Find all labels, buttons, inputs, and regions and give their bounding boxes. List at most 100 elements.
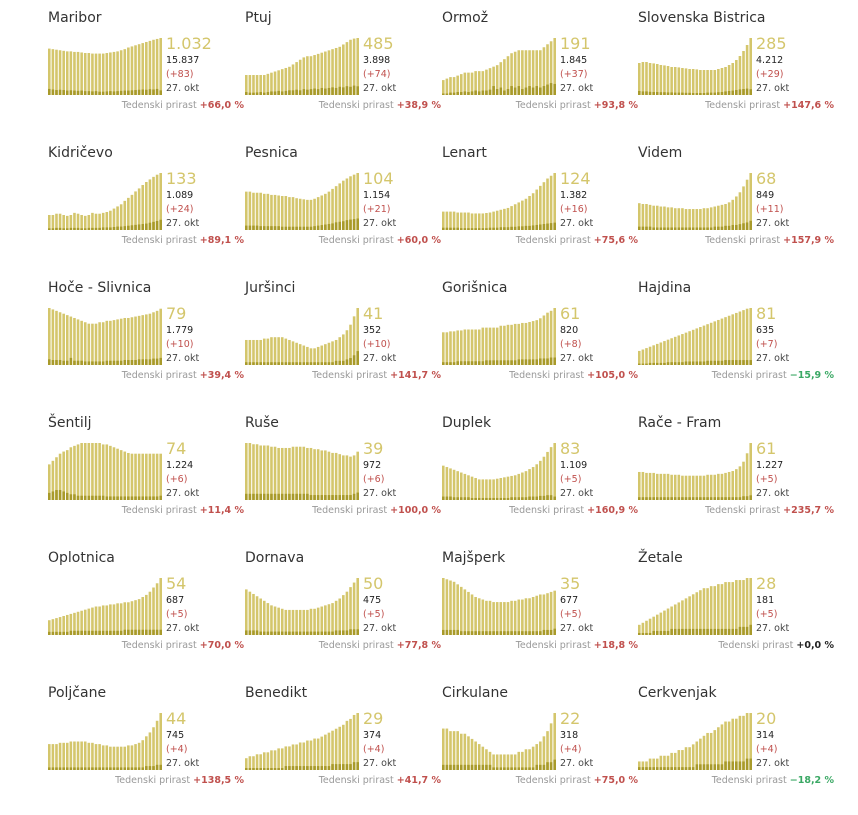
bar — [277, 607, 280, 635]
bar — [663, 65, 666, 95]
bar — [302, 345, 306, 365]
bar — [655, 614, 659, 635]
bar-daily — [727, 91, 731, 95]
bar — [731, 582, 735, 635]
bar — [98, 443, 101, 500]
bar — [695, 475, 699, 500]
bar-daily — [745, 758, 749, 770]
bar-daily — [442, 764, 445, 770]
bar — [702, 475, 706, 500]
total-cases: 1.779 — [166, 325, 194, 336]
bar-daily — [666, 497, 670, 500]
date-label: 27. okt — [166, 218, 200, 229]
bar — [98, 744, 101, 770]
daily-delta: (+74) — [363, 69, 391, 80]
bar-daily — [334, 222, 338, 230]
bar-daily — [245, 768, 248, 770]
bar-daily — [313, 631, 316, 635]
bar — [345, 42, 349, 95]
bar-daily — [91, 630, 94, 635]
bar — [724, 582, 727, 635]
bar — [517, 202, 521, 230]
bar — [677, 208, 681, 230]
bar — [531, 50, 535, 95]
bar — [742, 51, 745, 95]
bar-daily — [463, 361, 467, 365]
bar — [652, 758, 655, 770]
bar — [273, 606, 277, 635]
bar — [539, 460, 542, 500]
bar — [273, 337, 277, 365]
bar-daily — [141, 89, 145, 95]
bar-daily — [255, 630, 259, 635]
bar-daily — [280, 362, 284, 365]
bar — [288, 746, 291, 770]
bar — [717, 727, 720, 770]
bar-daily — [542, 358, 546, 365]
bar-daily — [119, 496, 123, 500]
bar-daily — [470, 228, 474, 230]
bar-daily — [688, 767, 691, 770]
bar — [717, 473, 720, 500]
bar-daily — [688, 628, 691, 635]
bar — [291, 341, 295, 365]
bar-daily — [302, 766, 306, 770]
bar-daily — [488, 360, 492, 365]
bar-daily — [495, 767, 499, 770]
daily-delta: (+5) — [560, 609, 582, 620]
bar-daily — [521, 226, 524, 230]
bar-daily — [528, 359, 531, 365]
bar-daily — [342, 360, 345, 365]
bar — [442, 728, 445, 770]
bar — [503, 325, 506, 365]
bar-daily — [48, 767, 51, 770]
bar — [720, 584, 724, 635]
bar-daily — [105, 360, 109, 365]
bar-daily — [331, 87, 334, 95]
bar — [727, 471, 731, 500]
date-label: 27. okt — [560, 758, 594, 769]
bar — [549, 447, 553, 500]
total-cases: 15.837 — [166, 55, 200, 66]
bar-daily — [62, 631, 65, 635]
bar-daily — [109, 630, 112, 635]
bar-daily — [134, 629, 137, 635]
bar — [470, 476, 474, 500]
weekly-growth-label: Tedenski prirast — [318, 235, 394, 246]
bar-daily — [155, 221, 159, 230]
bar — [442, 211, 445, 230]
bar-daily — [699, 764, 702, 770]
bar-daily — [699, 227, 702, 230]
bar-daily — [713, 764, 717, 770]
bar-daily — [324, 88, 327, 95]
bar — [691, 475, 695, 500]
bar — [735, 196, 738, 230]
bar-daily — [273, 226, 277, 230]
bar-daily — [345, 630, 349, 635]
bar — [442, 578, 445, 635]
bar — [91, 607, 94, 635]
bar — [105, 605, 109, 635]
bar — [521, 599, 524, 635]
bar-daily — [531, 225, 535, 230]
bar — [709, 207, 713, 230]
bar-daily — [488, 631, 492, 635]
bar — [677, 335, 681, 365]
bar-daily — [717, 226, 720, 230]
bar — [702, 325, 706, 365]
bar-daily — [349, 358, 352, 365]
bar — [459, 212, 463, 230]
daily-delta: (+11) — [756, 204, 784, 215]
bar — [109, 52, 112, 95]
bar-daily — [528, 767, 531, 770]
municipality-name: Benedikt — [245, 685, 308, 701]
bar-chart — [442, 713, 556, 770]
bar-daily — [542, 86, 546, 95]
bar — [673, 474, 677, 500]
bar-daily — [119, 360, 123, 365]
municipality-name: Kidričevo — [48, 145, 113, 161]
bar — [130, 601, 134, 635]
bar — [349, 324, 352, 365]
bar — [342, 724, 345, 770]
bar-daily — [735, 761, 738, 770]
